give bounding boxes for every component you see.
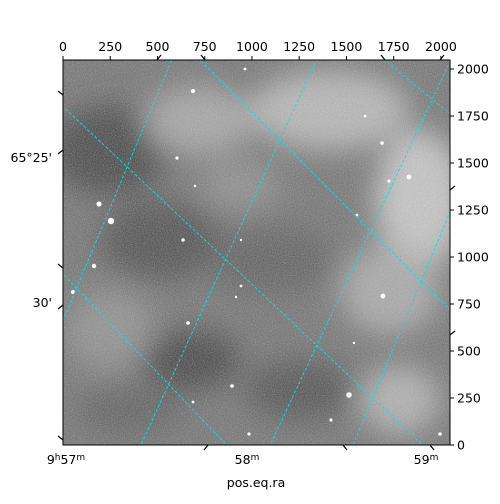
grid-line: [63, 273, 228, 445]
x-pixel-tick-label: 2000: [425, 39, 457, 54]
ra-tick-label-58: 58m: [235, 452, 260, 467]
y-pixel-tick-label: 1500: [457, 156, 489, 171]
x-pixel-tick-label: 1000: [236, 39, 268, 54]
world-tick: [57, 263, 64, 269]
sky-image: [63, 60, 450, 445]
grid-line: [63, 60, 173, 322]
x-pixel-tick-label: 1750: [378, 39, 410, 54]
coordinate-grid: [63, 60, 450, 445]
x-pixel-tick-label: 500: [146, 39, 170, 54]
y-pixel-tick-label: 500: [457, 344, 481, 359]
grid-line: [199, 60, 450, 311]
world-tick: [380, 54, 386, 61]
grid-line: [63, 106, 424, 445]
x-pixel-axis-top: 0 250 500 750 1000 1250 1500 1750 2000: [59, 39, 457, 60]
world-tick: [156, 54, 162, 61]
y-pixel-tick-label: 1250: [457, 203, 489, 218]
ra-tick-label-59: 59m: [414, 452, 439, 467]
plot-frame: [62, 59, 451, 446]
dec-tick-label-30: 30': [33, 295, 52, 310]
world-axis-marks: [57, 54, 456, 451]
y-pixel-tick-label: 0: [457, 438, 465, 453]
world-tick: [342, 444, 348, 451]
world-tick: [449, 330, 456, 336]
x-pixel-tick-label: 750: [193, 39, 217, 54]
y-pixel-tick-label: 2000: [457, 62, 489, 77]
world-tick: [429, 444, 435, 451]
ra-tick-label-57: 9h57m: [47, 452, 85, 467]
grid-line: [269, 60, 450, 445]
x-pixel-tick-label: 1500: [331, 39, 363, 54]
world-tick: [439, 54, 445, 61]
stars: [71, 67, 442, 436]
y-pixel-axis-right: 0 250 500 750 1000 1250 1500 1750 2000: [450, 62, 489, 453]
x-axis-label: pos.eq.ra: [227, 475, 285, 490]
world-tick: [203, 444, 209, 451]
y-pixel-tick-label: 1000: [457, 250, 489, 265]
x-pixel-tick-label: 250: [98, 39, 122, 54]
dec-tick-label-25: 65°25': [11, 150, 53, 165]
world-tick: [57, 435, 64, 441]
world-tick: [449, 185, 456, 191]
y-pixel-tick-label: 750: [457, 297, 481, 312]
grid-line: [352, 210, 450, 445]
world-tick: [57, 304, 64, 310]
y-pixel-tick-label: 250: [457, 391, 481, 406]
y-pixel-tick-label: 1750: [457, 109, 489, 124]
x-pixel-tick-label: 0: [59, 39, 67, 54]
world-tick: [57, 149, 64, 155]
x-pixel-tick-label: 1250: [283, 39, 315, 54]
grid-line: [140, 60, 317, 445]
grid-line: [383, 60, 450, 115]
world-tick: [200, 54, 206, 61]
world-tick: [57, 90, 64, 96]
